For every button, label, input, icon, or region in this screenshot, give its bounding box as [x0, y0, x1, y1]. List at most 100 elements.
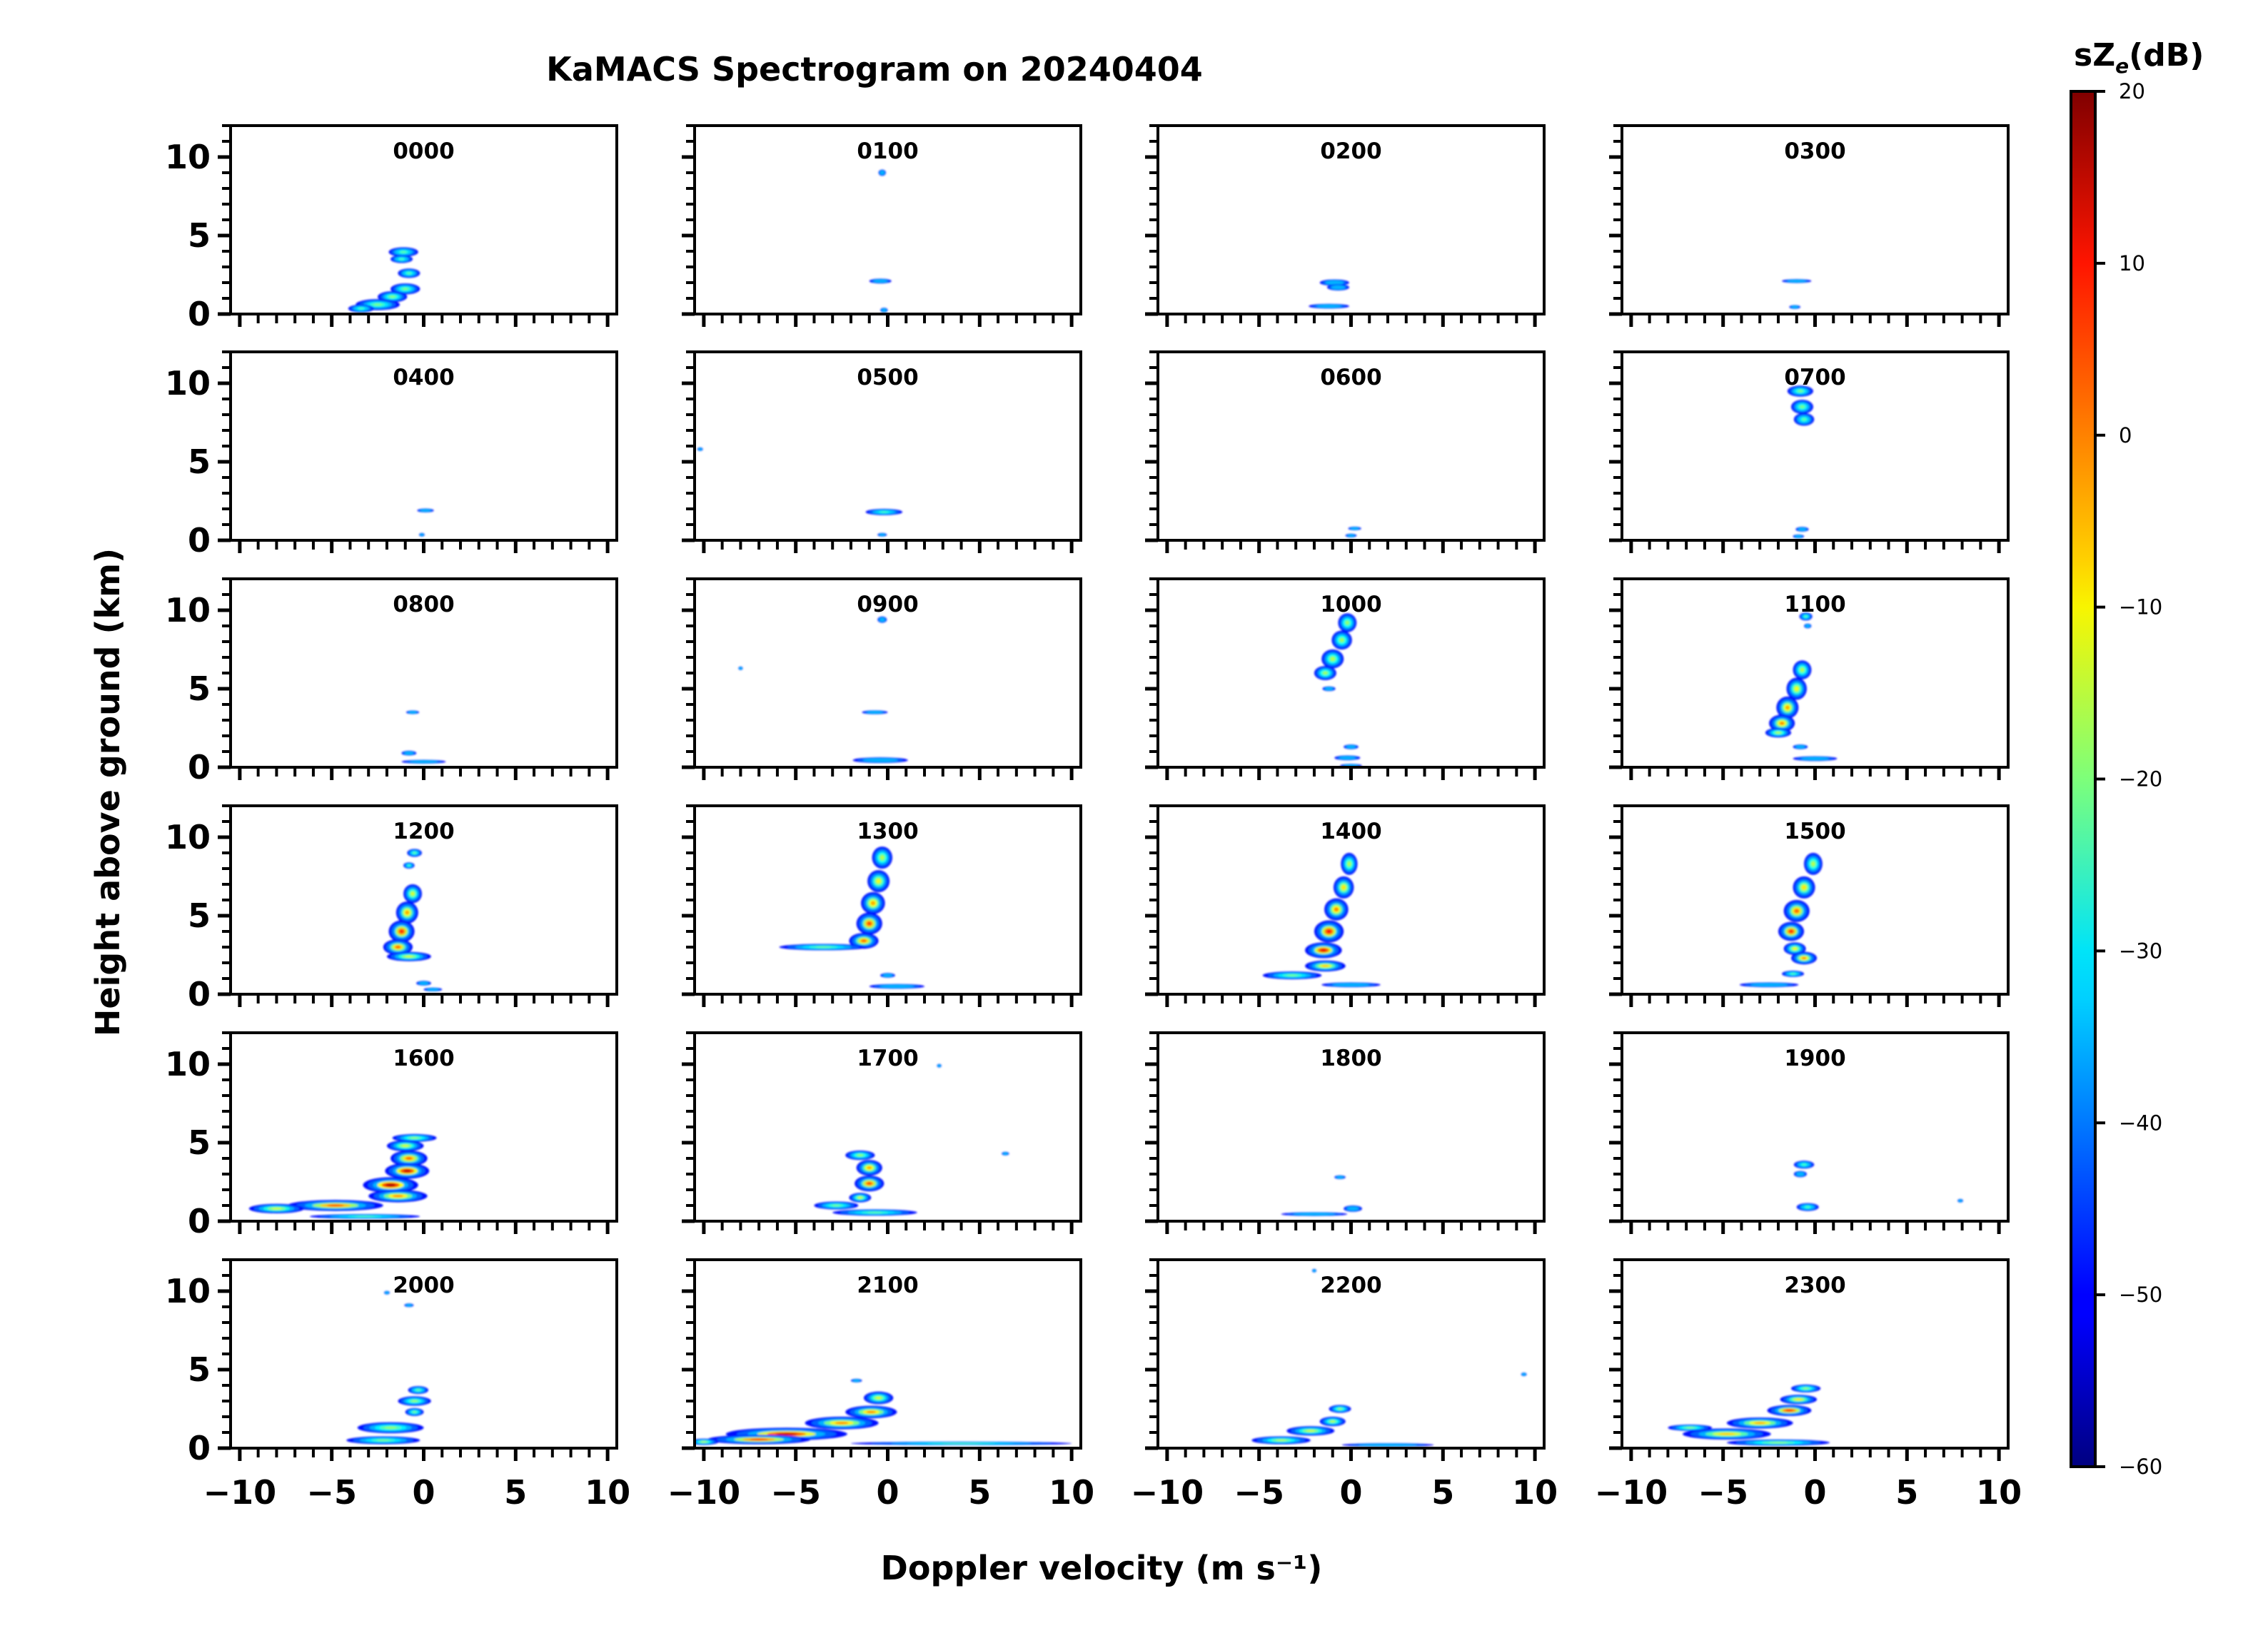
- panel-1900: 1900: [1609, 1031, 2010, 1234]
- echo-blob: [872, 846, 892, 869]
- echo-blob: [1334, 876, 1354, 899]
- colorbar-label: sZe(dB): [2074, 37, 2204, 78]
- panel-time-label: 2000: [393, 1273, 454, 1298]
- echo-contour: [875, 1397, 882, 1400]
- panel-1600: 1600 0 5 10: [165, 1031, 618, 1240]
- echo-blob: [390, 283, 420, 295]
- spectrogram-field: [1668, 1384, 1830, 1446]
- y-tick-label: 10: [165, 1045, 211, 1083]
- echo-blob: [392, 1133, 437, 1142]
- echo-contour: [1768, 1442, 1788, 1444]
- echo-blob: [1002, 1151, 1009, 1156]
- echo-blob: [850, 1378, 862, 1382]
- echo-blob: [1331, 630, 1352, 649]
- echo-contour: [413, 852, 416, 854]
- spectrogram-field: [869, 169, 892, 313]
- echo-blob: [1327, 284, 1349, 290]
- echo-contour: [698, 448, 702, 451]
- echo-blob: [849, 933, 879, 949]
- echo-blob: [1789, 305, 1800, 309]
- y-tick-label: 10: [165, 1272, 211, 1310]
- spectrogram-field: [346, 1290, 431, 1445]
- echo-blob: [1791, 951, 1818, 965]
- echo-contour: [416, 1389, 420, 1391]
- echo-blob: [779, 944, 868, 951]
- echo-blob: [1776, 697, 1799, 719]
- echo-contour: [867, 1182, 872, 1185]
- echo-contour: [1795, 687, 1799, 691]
- echo-blob: [862, 710, 888, 714]
- panel-time-label: 1700: [857, 1046, 918, 1071]
- panel-time-label: 1400: [1320, 819, 1381, 844]
- y-tick-label: 0: [188, 1429, 211, 1467]
- echo-blob: [1793, 534, 1805, 539]
- echo-blob: [404, 1303, 414, 1308]
- echo-blob: [695, 1438, 719, 1445]
- echo-contour: [1802, 418, 1806, 421]
- echo-blob: [1521, 1372, 1527, 1377]
- panel-0900: 0900: [682, 577, 1082, 780]
- echo-blob: [363, 1177, 418, 1193]
- panel-2100: 2100 −10 −5 0 5 10: [667, 1258, 1094, 1512]
- echo-blob: [1793, 1171, 1807, 1178]
- echo-contour: [1785, 705, 1790, 710]
- echo-blob: [1334, 755, 1361, 761]
- panel-time-label: 0600: [1320, 365, 1381, 390]
- echo-blob: [832, 1209, 917, 1216]
- panel-2000: 2000 0 5 10 −10 −5 0 5 10: [165, 1258, 630, 1512]
- echo-contour: [1326, 929, 1332, 934]
- panel-1200: 1200 0 5 10: [165, 804, 618, 1013]
- echo-blob: [407, 849, 422, 857]
- echo-contour: [867, 921, 872, 926]
- echo-blob: [1786, 677, 1807, 700]
- echo-blob: [707, 1435, 811, 1445]
- panel-time-label: 0800: [393, 592, 454, 617]
- echo-blob: [287, 1200, 383, 1211]
- echo-contour: [427, 988, 439, 991]
- echo-blob: [880, 973, 895, 978]
- echo-blob: [880, 308, 888, 313]
- echo-blob: [384, 1290, 390, 1295]
- y-tick-label: 5: [188, 216, 211, 255]
- echo-contour: [879, 984, 915, 989]
- x-tick-label: 5: [1895, 1473, 1918, 1512]
- echo-contour: [880, 855, 884, 860]
- echo-contour: [750, 1438, 769, 1441]
- echo-blob: [1338, 613, 1357, 632]
- echo-contour: [1325, 280, 1344, 285]
- echo-contour: [403, 1169, 411, 1173]
- spectrogram-field: [1281, 1175, 1362, 1216]
- echo-contour: [1350, 527, 1359, 530]
- echo-contour: [403, 288, 408, 290]
- echo-contour: [399, 929, 404, 934]
- echo-contour: [937, 1064, 941, 1067]
- colorbar-tick-label: 10: [2119, 251, 2145, 275]
- echo-contour: [355, 1215, 375, 1217]
- echo-blob: [865, 509, 903, 515]
- echo-contour: [1795, 745, 1805, 749]
- echo-blob: [1309, 303, 1349, 309]
- echo-contour: [880, 511, 887, 513]
- echo-contour: [832, 1205, 840, 1206]
- colorbar-tick-label: −20: [2119, 767, 2162, 792]
- spectrogram-field: [1787, 385, 1815, 539]
- echo-contour: [384, 1427, 397, 1429]
- x-axis-label: Doppler velocity (m s⁻¹): [881, 1549, 1323, 1587]
- echo-contour: [1347, 534, 1355, 537]
- echo-blob: [1668, 1425, 1713, 1431]
- echo-blob: [398, 268, 420, 278]
- panel-1700: 1700: [682, 1031, 1082, 1234]
- echo-blob: [1796, 1203, 1819, 1211]
- echo-blob: [386, 951, 431, 961]
- colorbar-tick-label: 0: [2119, 423, 2132, 448]
- y-tick-label: 0: [188, 748, 211, 787]
- echo-blob: [385, 1163, 430, 1179]
- echo-blob: [1769, 714, 1795, 732]
- echo-blob: [1799, 612, 1813, 621]
- x-tick-label: 0: [876, 1473, 899, 1512]
- echo-contour: [1787, 280, 1806, 283]
- echo-contour: [405, 1304, 413, 1307]
- echo-blob: [368, 1190, 428, 1203]
